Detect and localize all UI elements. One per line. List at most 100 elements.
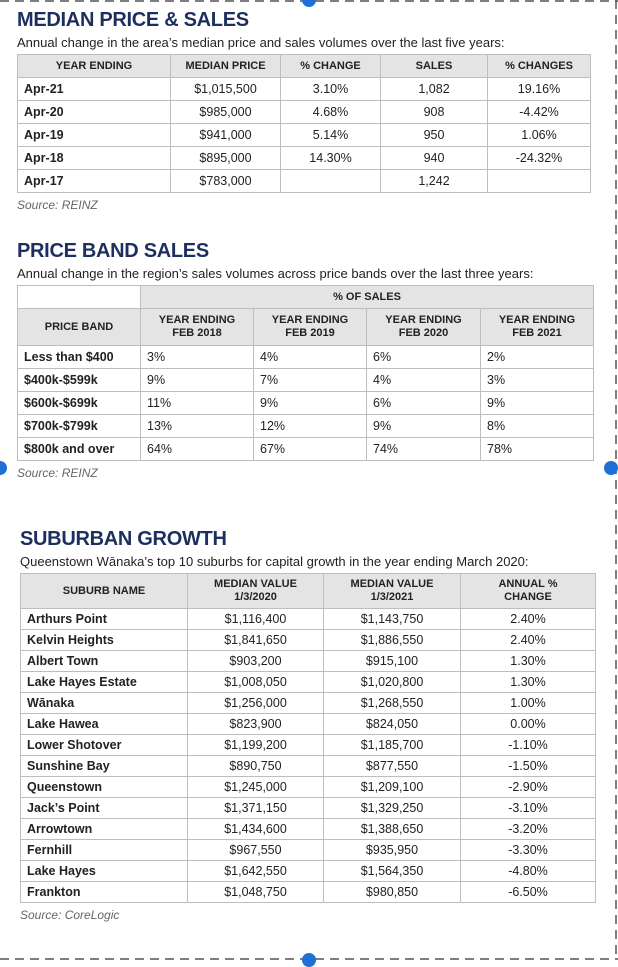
table-cell: $941,000	[170, 123, 281, 147]
table-cell: 78%	[479, 437, 595, 461]
table-cell: $1,020,800	[323, 671, 461, 693]
table-cell: $895,000	[170, 146, 281, 170]
table-row: Apr-21 $1,015,500 3.10% 1,082 19.16%	[17, 77, 591, 101]
table-row: $400k-$599k 9% 7% 4% 3%	[17, 368, 595, 392]
header-cell: PRICE BAND	[17, 308, 141, 346]
source-note: Source: CoreLogic	[20, 908, 120, 922]
table-cell: -3.20%	[460, 818, 596, 840]
table-cell: 12%	[253, 414, 367, 438]
table-row: Frankton $1,048,750 $980,850 -6.50%	[20, 881, 596, 903]
table-row: Albert Town $903,200 $915,100 1.30%	[20, 650, 596, 672]
table-cell: $1,371,150	[187, 797, 324, 819]
table-cell: Albert Town	[20, 650, 188, 672]
section: MEDIAN PRICE & SALES Annual change in the…	[17, 9, 592, 212]
table-cell: $985,000	[170, 100, 281, 124]
dot	[302, 0, 316, 7]
table-cell: $783,000	[170, 169, 281, 193]
table-cell: $600k-$699k	[17, 391, 141, 415]
table-cell: 74%	[366, 437, 481, 461]
table-cell: 64%	[140, 437, 254, 461]
table-cell: -3.10%	[460, 797, 596, 819]
data-table: SUBURB NAME MEDIAN VALUE 1/3/2020 MEDIAN V…	[20, 573, 596, 903]
table-cell: 14.30%	[280, 146, 381, 170]
table-cell: $890,750	[187, 755, 324, 777]
table-cell: $1,564,350	[323, 860, 461, 882]
table-cell: 0.00%	[460, 713, 596, 735]
table-cell: -6.50%	[460, 881, 596, 903]
table-cell: Kelvin Heights	[20, 629, 188, 651]
table-cell: 9%	[140, 368, 254, 392]
table-cell: Lake Hawea	[20, 713, 188, 735]
table-cell: $1,143,750	[323, 608, 461, 630]
header-cell: YEAR ENDING	[17, 54, 171, 78]
table-cell: -1.50%	[460, 755, 596, 777]
data-table: YEAR ENDING MEDIAN PRICE% CHANGE SALES% CH…	[17, 54, 591, 193]
header-cell: YEAR ENDING FEB 2019	[253, 308, 367, 346]
header-cell	[17, 285, 141, 309]
table-cell: Apr-18	[17, 146, 171, 170]
table-cell: 3%	[479, 368, 595, 392]
table-cell: $1,245,000	[187, 776, 324, 798]
table-cell	[487, 169, 591, 193]
table-row: Kelvin Heights $1,841,650 $1,886,550 2.40%	[20, 629, 596, 651]
table-row: Lower Shotover $1,199,200 $1,185,700 -1.10%	[20, 734, 596, 756]
table-cell: $877,550	[323, 755, 461, 777]
section-title: SUBURBAN GROWTH	[20, 528, 227, 550]
table-cell: 1.06%	[487, 123, 591, 147]
subtitle: Queenstown Wānaka’s top 10 suburbs for c…	[20, 554, 529, 569]
table-cell: $915,100	[323, 650, 461, 672]
table-cell: $1,008,050	[187, 671, 324, 693]
table-cell: $935,950	[323, 839, 461, 861]
table-cell: $1,886,550	[323, 629, 461, 651]
header-cell: MEDIAN PRICE	[170, 54, 281, 78]
section: SUBURBAN GROWTH Queenstown Wānaka’s top 1…	[20, 528, 596, 922]
table-cell: 1.30%	[460, 671, 596, 693]
table-cell: 2%	[479, 345, 595, 369]
header-cell: SUBURB NAME	[20, 573, 188, 609]
table-cell: $400k-$599k	[17, 368, 141, 392]
header-cell: MEDIAN VALUE 1/3/2020	[187, 573, 324, 609]
table-row: Fernhill $967,550 $935,950 -3.30%	[20, 839, 596, 861]
table-cell: -1.10%	[460, 734, 596, 756]
table-cell: $824,050	[323, 713, 461, 735]
table-row: Lake Hawea $823,900 $824,050 0.00%	[20, 713, 596, 735]
header-row: % OF SALES	[17, 285, 595, 309]
table-row: Wānaka $1,256,000 $1,268,550 1.00%	[20, 692, 596, 714]
subtitle: Annual change in the region’s sales volu…	[17, 266, 534, 281]
table-cell: Queenstown	[20, 776, 188, 798]
table-cell: $1,048,750	[187, 881, 324, 903]
table-cell: 6%	[366, 345, 481, 369]
section-title: PRICE BAND SALES	[17, 240, 209, 262]
table-cell: Apr-21	[17, 77, 171, 101]
table-row: Less than $400 3% 4% 6% 2%	[17, 345, 595, 369]
table-cell: 9%	[366, 414, 481, 438]
table-cell: $1,185,700	[323, 734, 461, 756]
table-cell: 67%	[253, 437, 367, 461]
header-cell: SALES	[380, 54, 488, 78]
table-cell: $1,434,600	[187, 818, 324, 840]
table-cell: 4.68%	[280, 100, 381, 124]
table-cell: $1,841,650	[187, 629, 324, 651]
table-row: Apr-19 $941,000 5.14% 950 1.06%	[17, 123, 591, 147]
table-cell: 5.14%	[280, 123, 381, 147]
table-cell: -3.30%	[460, 839, 596, 861]
table-cell: 13%	[140, 414, 254, 438]
header-cell: YEAR ENDING FEB 2018	[140, 308, 254, 346]
table-cell: Jack’s Point	[20, 797, 188, 819]
table-cell: Arthurs Point	[20, 608, 188, 630]
table-cell: $1,642,550	[187, 860, 324, 882]
table-cell: 2.40%	[460, 608, 596, 630]
table-row: Lake Hayes Estate $1,008,050 $1,020,800 1.3…	[20, 671, 596, 693]
source-note: Source: REINZ	[17, 198, 98, 212]
table-cell: 7%	[253, 368, 367, 392]
header-cell: YEAR ENDING FEB 2020	[366, 308, 481, 346]
table-cell: 4%	[253, 345, 367, 369]
table-cell: Apr-17	[17, 169, 171, 193]
table-row: $800k and over 64% 67% 74% 78%	[17, 437, 595, 461]
table-cell: 3%	[140, 345, 254, 369]
data-table: % OF SALES PRICE BAND YEAR ENDING FEB 2018…	[17, 285, 595, 461]
table-cell: Wānaka	[20, 692, 188, 714]
table-cell: 6%	[366, 391, 481, 415]
table-cell: Lake Hayes	[20, 860, 188, 882]
table-cell: 3.10%	[280, 77, 381, 101]
